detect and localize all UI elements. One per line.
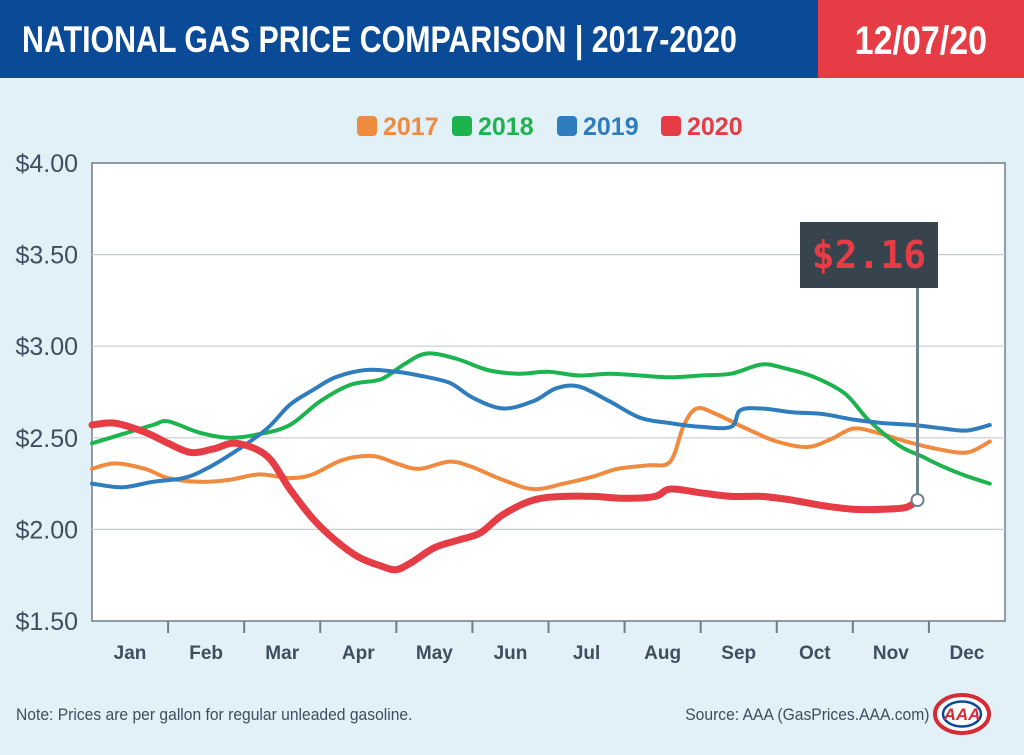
legend-swatch-2017 — [357, 116, 377, 136]
header-bar: NATIONAL GAS PRICE COMPARISON | 2017-202… — [0, 0, 1024, 78]
date-badge: 12/07/20 — [818, 0, 1024, 78]
legend-label-2018: 2018 — [478, 113, 534, 141]
x-tick-label: Nov — [873, 643, 909, 664]
legend-label-2020: 2020 — [687, 113, 743, 141]
series-line-2020 — [88, 419, 921, 574]
aaa-logo-text: AAA — [943, 705, 981, 724]
legend-swatch-2020 — [661, 116, 681, 136]
callout-point — [910, 493, 925, 508]
page-title: NATIONAL GAS PRICE COMPARISON | 2017-202… — [22, 19, 737, 60]
y-tick-label: $3.50 — [15, 242, 78, 270]
x-tick-label: Apr — [342, 643, 375, 664]
x-tick-label: Jun — [494, 643, 528, 664]
x-tick-label: Sep — [721, 643, 756, 664]
legend-swatch-2018 — [452, 116, 472, 136]
legend-swatch-2019 — [557, 116, 577, 136]
x-tick-label: Feb — [189, 643, 223, 664]
series-line-2019 — [90, 367, 992, 490]
legend-label-2019: 2019 — [583, 113, 639, 141]
x-tick-label: Mar — [265, 643, 299, 664]
y-tick-label: $2.50 — [15, 425, 78, 453]
legend-label-2017: 2017 — [383, 113, 439, 141]
x-tick-label: Jul — [573, 643, 600, 664]
x-tick-label: Dec — [950, 643, 985, 664]
callout-box — [800, 222, 938, 288]
y-tick-label: $4.00 — [15, 150, 78, 178]
series-line-2017 — [90, 406, 992, 492]
y-tick-label: $1.50 — [15, 608, 78, 636]
footer-source: Source: AAA (GasPrices.AAA.com) — [684, 705, 929, 724]
callout-label: $2.16 — [812, 233, 926, 277]
series-line-2018 — [90, 351, 992, 486]
x-tick-label: Aug — [644, 643, 681, 664]
aaa-logo-icon: AAA — [933, 693, 991, 735]
x-tick-label: Oct — [799, 643, 831, 664]
y-tick-label: $3.00 — [15, 333, 78, 361]
date-text: 12/07/20 — [854, 19, 988, 63]
footer-note: Note: Prices are per gallon for regular … — [16, 705, 413, 724]
x-tick-label: Jan — [114, 643, 147, 664]
y-tick-label: $2.00 — [15, 516, 78, 544]
x-tick-label: May — [416, 643, 453, 664]
